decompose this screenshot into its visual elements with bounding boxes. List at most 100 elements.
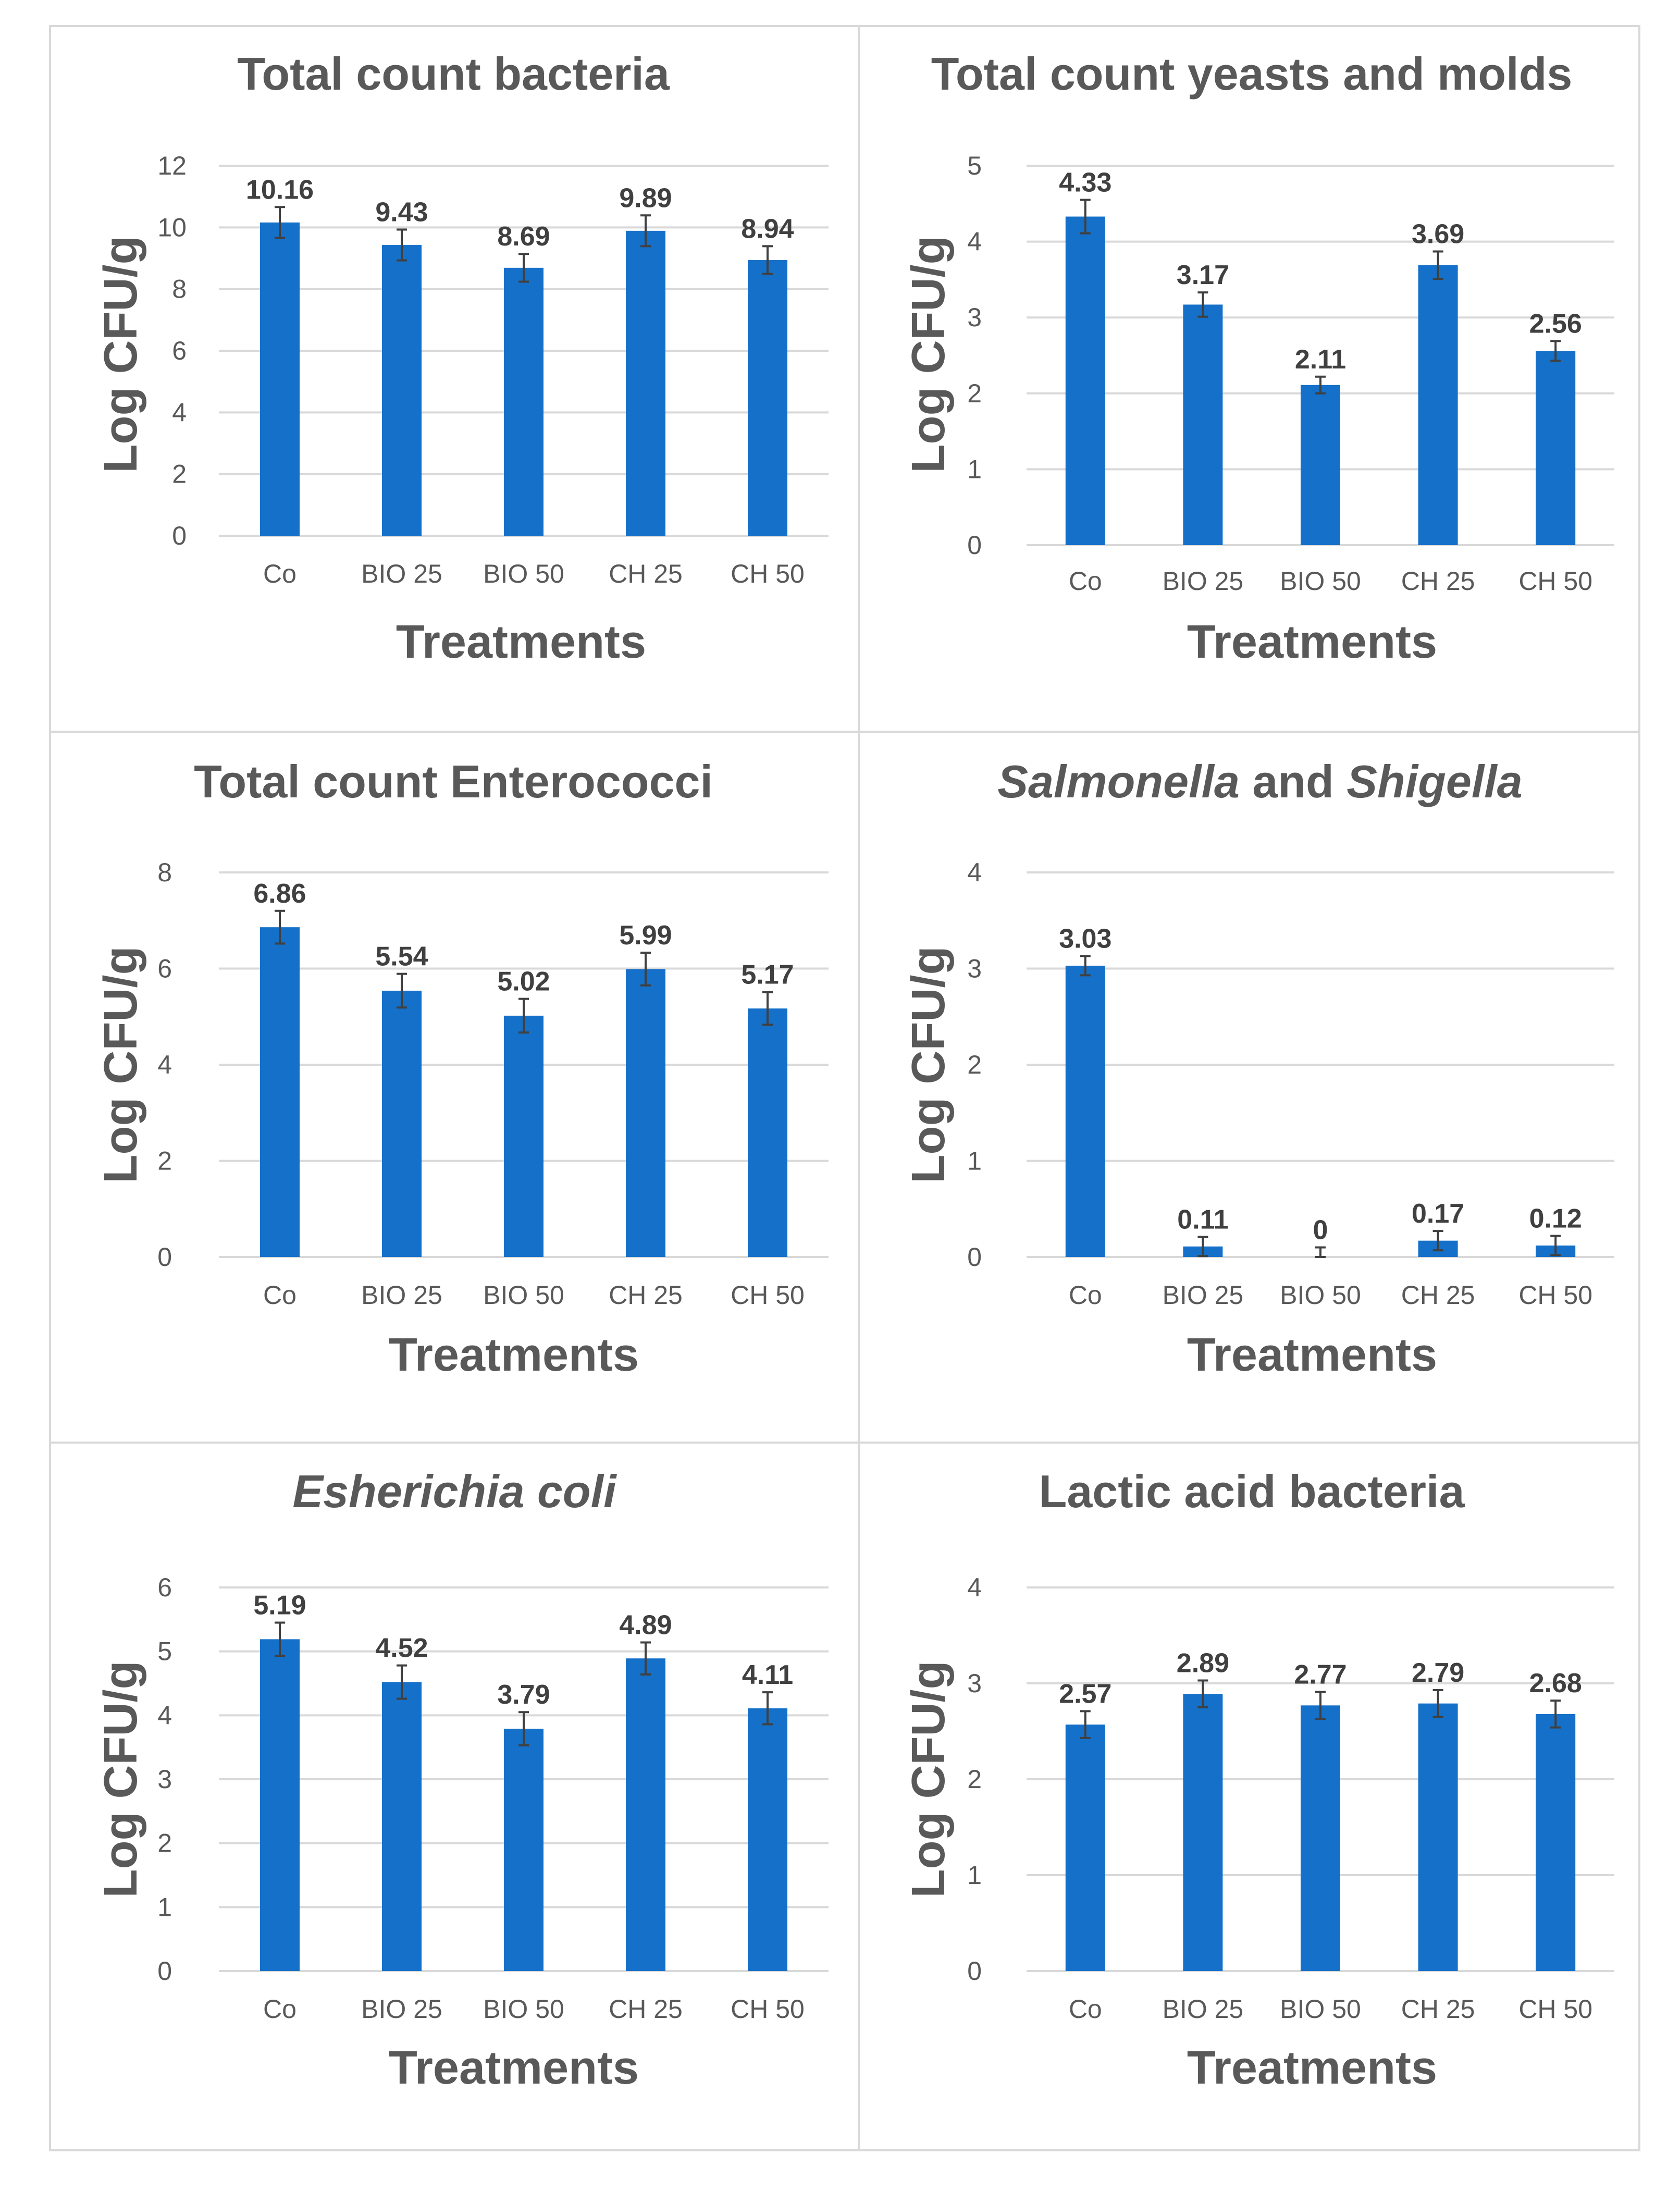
x-tick-label: BIO 25 [1163, 1994, 1244, 2024]
y-tick-label: 0 [157, 1956, 172, 1986]
x-tick-label: Co [263, 1280, 297, 1310]
data-label: 5.17 [741, 960, 794, 990]
x-tick-label: BIO 50 [1280, 1994, 1361, 2024]
y-tick-label: 0 [967, 1242, 982, 1272]
y-tick-label: 2 [157, 1147, 172, 1176]
y-tick-label: 12 [157, 151, 187, 180]
x-tick-label: Co [1069, 567, 1102, 596]
y-tick-label: 3 [967, 1669, 982, 1698]
bar [1183, 1694, 1223, 1971]
bar [1065, 965, 1105, 1257]
x-tick-label: CH 25 [1401, 1994, 1475, 2024]
bar [748, 1008, 787, 1257]
y-tick-label: 5 [157, 1637, 172, 1666]
data-label: 9.43 [375, 197, 428, 227]
y-tick-label: 0 [967, 531, 982, 560]
data-label: 8.94 [741, 214, 794, 244]
chart-title: Esherichia coli [292, 1466, 617, 1517]
x-tick-label: Co [263, 559, 297, 588]
y-tick-label: 6 [172, 336, 187, 365]
y-tick-label: 0 [172, 521, 187, 550]
bar [1536, 1714, 1576, 1971]
bar [1418, 265, 1458, 546]
bar [260, 927, 300, 1257]
chart-title: Lactic acid bacteria [1039, 1466, 1465, 1517]
y-tick-label: 2 [967, 1050, 982, 1079]
data-label: 2.11 [1295, 344, 1346, 375]
data-label: 0.12 [1529, 1203, 1582, 1234]
x-tick-label: BIO 50 [483, 559, 564, 588]
x-tick-label: CH 50 [731, 559, 805, 588]
row-divider-2 [49, 1442, 1640, 1444]
data-label: 10.16 [246, 175, 314, 205]
y-tick-label: 1 [967, 1861, 982, 1890]
bar [504, 1015, 543, 1257]
y-axis-title: Log CFU/g [903, 1661, 955, 1898]
y-tick-label: 1 [157, 1892, 172, 1922]
y-tick-label: 8 [172, 275, 187, 304]
bar [1301, 1705, 1340, 1971]
x-tick-label: CH 50 [1518, 1994, 1592, 2024]
data-label: 4.33 [1059, 168, 1111, 198]
y-axis-title: Log CFU/g [95, 236, 147, 473]
data-label: 5.99 [619, 920, 672, 951]
bar [1183, 304, 1223, 545]
bar [382, 1682, 422, 1971]
x-axis-title: Treatments [396, 616, 646, 668]
y-tick-label: 8 [157, 858, 172, 887]
x-tick-label: BIO 25 [361, 559, 442, 588]
x-tick-label: CH 25 [1401, 1280, 1475, 1310]
chart-1: 0 2 4 6 8 10 12 10.16 Co 9.43 BIO 25 8.69 BIO 50 9.89… [95, 48, 829, 668]
y-tick-label: 3 [967, 303, 982, 332]
data-label: 5.02 [497, 967, 550, 997]
data-label: 0.17 [1412, 1199, 1464, 1229]
bar [382, 245, 422, 536]
x-tick-label: BIO 50 [1280, 1280, 1361, 1310]
y-tick-label: 2 [967, 379, 982, 408]
bar [504, 267, 543, 536]
bar [382, 990, 422, 1257]
x-tick-label: BIO 25 [1163, 567, 1244, 596]
x-tick-label: CH 50 [1518, 567, 1592, 596]
data-label: 2.68 [1529, 1668, 1582, 1698]
x-tick-label: CH 25 [609, 559, 683, 588]
y-tick-label: 4 [172, 398, 187, 427]
data-label: 2.79 [1412, 1658, 1464, 1688]
data-label: 2.77 [1294, 1660, 1347, 1690]
data-label: 5.54 [375, 942, 428, 972]
y-tick-label: 0 [157, 1242, 172, 1272]
data-label: 0.11 [1177, 1204, 1228, 1235]
x-tick-label: CH 25 [609, 1280, 683, 1310]
y-tick-label: 4 [967, 227, 982, 256]
x-tick-label: CH 50 [1518, 1280, 1592, 1310]
y-tick-label: 3 [157, 1765, 172, 1794]
y-tick-label: 10 [157, 213, 187, 242]
y-tick-label: 4 [157, 1701, 172, 1730]
x-tick-label: Co [1069, 1994, 1102, 2024]
bar [1065, 216, 1105, 545]
chart-title: Total count yeasts and molds [931, 48, 1573, 100]
y-tick-label: 2 [967, 1765, 982, 1794]
y-tick-label: 6 [157, 954, 172, 983]
x-tick-label: CH 25 [1401, 567, 1475, 596]
bar [504, 1729, 543, 1971]
x-tick-label: Co [1069, 1280, 1102, 1310]
y-tick-label: 1 [967, 454, 982, 484]
x-tick-label: CH 25 [609, 1994, 683, 2024]
chart-6: 0 1 2 3 4 2.57 Co 2.89 BIO 25 2.77 BIO 50 2.79 CH 25… [903, 1466, 1614, 2094]
bar [748, 260, 787, 536]
bar [1065, 1725, 1105, 1971]
bar [260, 1639, 300, 1971]
x-tick-label: Co [263, 1994, 297, 2024]
y-axis-title: Log CFU/g [95, 946, 147, 1184]
bar [1301, 385, 1340, 545]
x-tick-label: BIO 25 [361, 1280, 442, 1310]
data-label: 2.56 [1529, 309, 1582, 339]
chart-4: 0 1 2 3 4 3.03 Co 0.11 BIO 25 0 BIO 50 0.17 CH 25 0.1… [903, 756, 1614, 1381]
chart-title: Total count Enterococci [194, 756, 713, 807]
chart-3: 0 2 4 6 8 6.86 Co 5.54 BIO 25 5.02 BIO 50 5.99 CH 25… [95, 756, 829, 1381]
bar [260, 222, 300, 536]
y-tick-label: 2 [157, 1829, 172, 1858]
row-divider-1 [49, 731, 1640, 733]
